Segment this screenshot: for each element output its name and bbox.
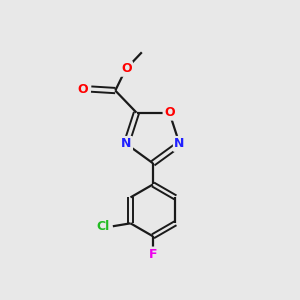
Text: N: N xyxy=(174,137,185,150)
Text: O: O xyxy=(164,106,175,119)
Text: Cl: Cl xyxy=(96,220,109,233)
Text: O: O xyxy=(121,62,131,75)
Text: O: O xyxy=(77,82,88,96)
Text: N: N xyxy=(121,137,131,150)
Text: F: F xyxy=(149,248,157,261)
